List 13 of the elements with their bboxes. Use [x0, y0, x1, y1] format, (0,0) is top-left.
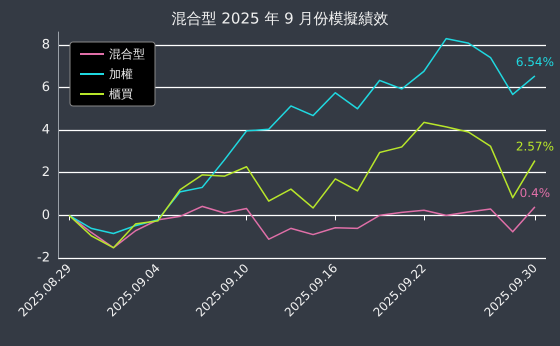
- y-tick-label: 8: [42, 37, 50, 52]
- y-tick-label: 4: [42, 122, 50, 138]
- y-tick-label: -2: [37, 250, 50, 266]
- y-tick-label: 6: [42, 80, 50, 95]
- data-label: 2.57%: [516, 140, 554, 154]
- legend-label: 加權: [109, 67, 133, 81]
- data-label: 0.4%: [520, 186, 550, 200]
- y-tick-label: 2: [42, 165, 50, 180]
- y-tick-label: 0: [42, 208, 50, 223]
- chart-title: 混合型 2025 年 9 月份模擬績效: [172, 10, 388, 28]
- legend-label: 混合型: [109, 47, 145, 61]
- data-label: 6.54%: [516, 54, 554, 69]
- legend-label: 櫃買: [109, 87, 133, 101]
